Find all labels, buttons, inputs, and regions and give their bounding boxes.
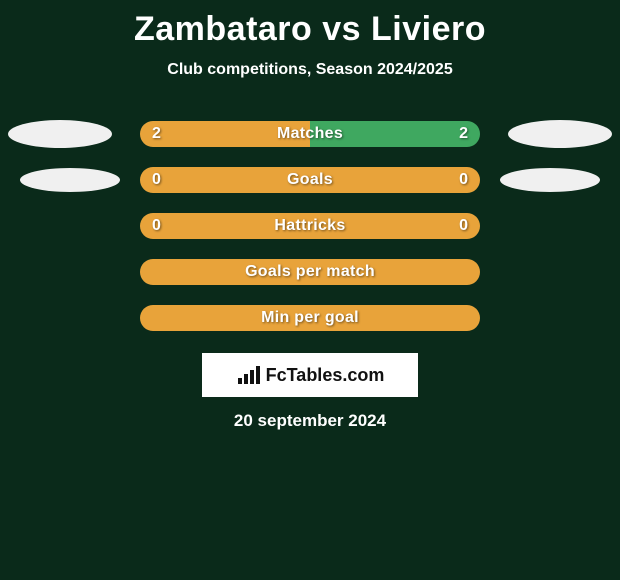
left-ellipse [8,120,112,148]
stat-row: 2 2 Matches [0,111,620,157]
right-ellipse [500,168,600,192]
stat-value-right: 0 [459,217,468,235]
stat-value-right: 0 [459,171,468,189]
page-title: Zambataro vs Liviero [0,0,620,49]
stat-row: 0 0 Goals [0,157,620,203]
date-text: 20 september 2024 [0,411,620,431]
stat-bar: Min per goal [140,305,480,331]
subtitle: Club competitions, Season 2024/2025 [0,61,620,79]
stat-label: Goals per match [245,263,375,281]
stat-row: Min per goal [0,295,620,341]
chart-bars-icon [236,364,262,386]
stat-value-left: 0 [152,217,161,235]
stats-container: 2 2 Matches 0 0 Goals 0 0 Hattricks Goals per mat… [0,111,620,341]
stat-row: 0 0 Hattricks [0,203,620,249]
stat-row: Goals per match [0,249,620,295]
stat-label: Min per goal [261,309,359,327]
stat-value-left: 2 [152,125,161,143]
logo-text: FcTables.com [266,365,385,386]
right-ellipse [508,120,612,148]
stat-bar: 2 2 Matches [140,121,480,147]
stat-bar: 0 0 Goals [140,167,480,193]
stat-value-left: 0 [152,171,161,189]
stat-bar: Goals per match [140,259,480,285]
left-ellipse [20,168,120,192]
logo-box: FcTables.com [202,353,418,397]
stat-label: Hattricks [274,217,345,235]
stat-label: Matches [277,125,343,143]
stat-value-right: 2 [459,125,468,143]
stat-bar: 0 0 Hattricks [140,213,480,239]
stat-label: Goals [287,171,333,189]
